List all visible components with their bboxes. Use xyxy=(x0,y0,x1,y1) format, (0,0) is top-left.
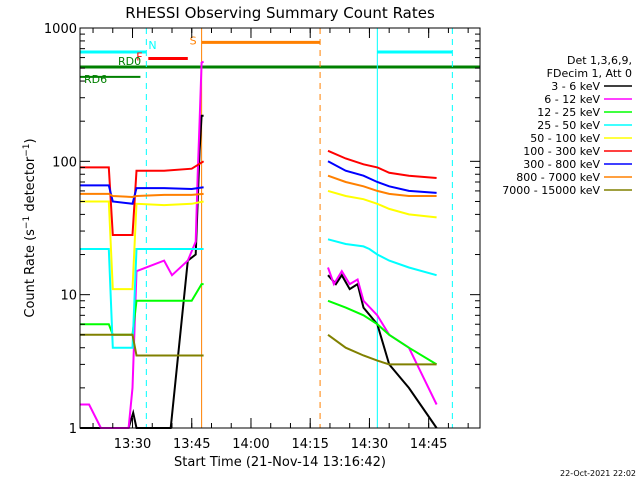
annotation-label-f: F xyxy=(136,51,142,64)
series-line-5-seg1 xyxy=(327,149,437,179)
x-tick-label: 14:45 xyxy=(410,437,447,452)
y-tick-label: 1000 xyxy=(44,22,77,37)
series-line-5-seg0 xyxy=(80,160,205,236)
legend-entry-label: 7000 - 15000 keV xyxy=(502,184,600,197)
series-line-8-seg0 xyxy=(80,333,204,357)
x-tick-label: 14:30 xyxy=(351,437,388,452)
x-tick-label: 14:00 xyxy=(232,437,269,452)
annotation-label-n: N xyxy=(148,39,156,52)
y-axis-label: Count Rate (s−1 detector−1) xyxy=(22,138,38,317)
series-line-4-seg1 xyxy=(327,189,437,219)
annotation-label-s: S xyxy=(190,34,197,47)
series-line-7-seg0 xyxy=(80,192,204,199)
x-tick-label: 14:15 xyxy=(291,437,328,452)
x-tick-label: 13:45 xyxy=(173,437,210,452)
series-line-2-seg0 xyxy=(80,283,204,336)
annotation-label-rd6: RD6 xyxy=(84,73,107,86)
axis-layer: 1 10 100 1000 13:30 13:45 14:00 14:15 14:30 14:45 xyxy=(44,22,480,452)
x-tick-label: 13:30 xyxy=(114,437,151,452)
marker-layer xyxy=(145,28,453,428)
legend-header-line: Det 1,3,6,9, xyxy=(567,54,632,67)
series-line-3-seg0 xyxy=(80,248,204,349)
y-tick-label: 10 xyxy=(60,289,77,304)
legend-entry-label: 100 - 300 keV xyxy=(523,145,600,158)
legend-entry-label: 300 - 800 keV xyxy=(523,158,600,171)
legend-entry-label: 800 - 7000 keV xyxy=(516,171,600,184)
series-layer xyxy=(80,60,438,429)
plot-timestamp: 22-Oct-2021 22:02 xyxy=(560,469,636,478)
plot-frame xyxy=(79,27,481,429)
legend-header-line: FDecim 1, Att 0 xyxy=(547,67,632,80)
legend-entry-label: 50 - 100 keV xyxy=(530,132,600,145)
annotation-label-rd0: RD0 xyxy=(118,55,141,68)
series-line-3-seg1 xyxy=(327,238,437,277)
series-line-6-seg1 xyxy=(327,160,437,194)
series-line-0-seg1 xyxy=(327,273,438,429)
y-tick-label: 100 xyxy=(52,155,77,170)
legend-entry-label: 6 - 12 keV xyxy=(544,93,600,106)
series-line-7-seg1 xyxy=(327,174,437,197)
series-line-4-seg0 xyxy=(80,200,204,291)
chart-title: RHESSI Observing Summary Count Rates xyxy=(125,4,435,22)
series-line-8-seg1 xyxy=(327,333,437,366)
legend-entry-label: 12 - 25 keV xyxy=(537,106,600,119)
legend-entry-label: 25 - 50 keV xyxy=(537,119,600,132)
series-line-2-seg1 xyxy=(327,299,438,366)
legend-entry-label: 3 - 6 keV xyxy=(551,80,600,93)
y-tick-label: 1 xyxy=(69,422,77,437)
x-axis-label: Start Time (21-Nov-14 13:16:42) xyxy=(174,455,386,470)
